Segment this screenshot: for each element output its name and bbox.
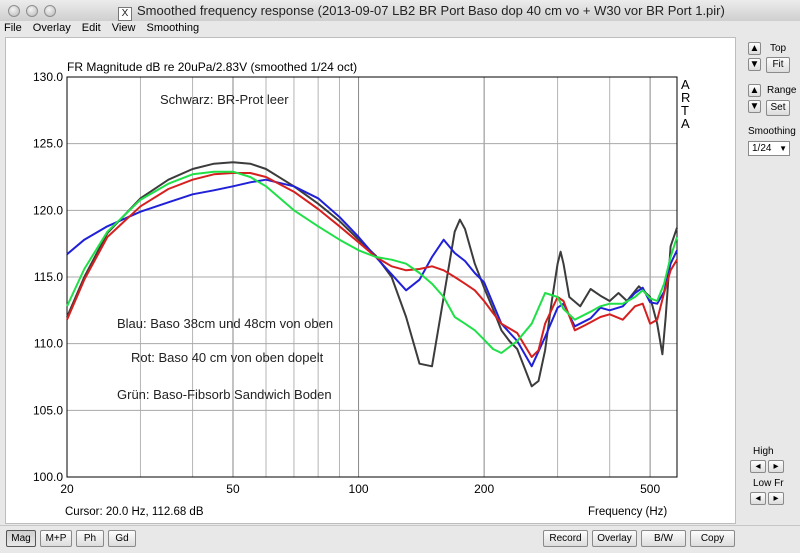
top-down-arrow-button[interactable]: ▼ — [748, 58, 761, 71]
cursor-readout: Cursor: 20.0 Hz, 112.68 dB — [65, 506, 204, 518]
y-tick-label: 100.0 — [33, 470, 63, 484]
zoom-window-button[interactable] — [44, 5, 56, 17]
fit-button[interactable]: Fit — [766, 57, 790, 73]
annotation-black: Schwarz: BR-Prot leer — [160, 92, 289, 107]
overlay-button[interactable]: Overlay — [592, 530, 637, 547]
menu-edit[interactable]: Edit — [81, 22, 101, 34]
bottom-toolbar: Mag M+P Ph Gd Record Overlay B/W Copy — [0, 525, 800, 553]
minimize-window-button[interactable] — [26, 5, 38, 17]
record-button[interactable]: Record — [543, 530, 588, 547]
chevron-down-icon: ▼ — [779, 144, 787, 153]
x-tick-label: 200 — [474, 482, 494, 496]
y-tick-label: 125.0 — [33, 137, 63, 151]
y-tick-label: 115.0 — [34, 270, 63, 284]
mag-phase-view-button[interactable]: M+P — [40, 530, 72, 547]
top-up-arrow-button[interactable]: ▲ — [748, 42, 761, 55]
arta-brand-a2: A — [681, 116, 690, 131]
annotation-green: Grün: Baso-Fibsorb Sandwich Boden — [117, 387, 332, 402]
grid — [66, 76, 677, 478]
frequency-response-plot[interactable]: 100.0 105.0 110.0 115.0 120.0 125.0 130.0 20 50… — [5, 37, 736, 524]
group-delay-view-button[interactable]: Gd — [108, 530, 136, 547]
plot-frame — [5, 37, 736, 524]
annotation-red: Rot: Baso 40 cm von oben dopelt — [131, 350, 324, 365]
menu-file[interactable]: File — [4, 22, 22, 34]
range-up-arrow-button[interactable]: ▲ — [748, 84, 761, 97]
window-controls — [8, 4, 62, 22]
arta-brand-t: T — [681, 103, 689, 118]
high-left-arrow-button[interactable]: ◂ — [750, 460, 766, 473]
mag-view-button[interactable]: Mag — [6, 530, 36, 547]
set-button[interactable]: Set — [766, 100, 790, 116]
series-black-line — [66, 161, 678, 388]
y-tick-labels: 100.0 105.0 110.0 115.0 120.0 125.0 130.0 — [33, 70, 63, 484]
right-control-panel: ▲ ▼ Top Fit ▲ ▼ Range Set Smoothing 1/24… — [738, 37, 800, 524]
y-tick-label: 120.0 — [33, 203, 63, 217]
top-label: Top — [770, 43, 787, 54]
arta-brand-a1: A — [681, 77, 690, 92]
phase-view-button[interactable]: Ph — [76, 530, 104, 547]
x-tick-label: 20 — [60, 482, 74, 496]
y-tick-label: 110.0 — [34, 337, 63, 351]
copy-button[interactable]: Copy — [690, 530, 735, 547]
menu-view[interactable]: View — [111, 22, 136, 34]
range-down-arrow-button[interactable]: ▼ — [748, 100, 761, 113]
range-label: Range — [767, 85, 797, 96]
series-green-line — [66, 170, 678, 354]
title-bar: X Smoothed frequency response (2013-09-07… — [0, 0, 800, 22]
close-window-button[interactable] — [8, 5, 20, 17]
high-label: High — [753, 446, 774, 457]
plot-area-border — [66, 76, 678, 478]
black-white-button[interactable]: B/W — [641, 530, 686, 547]
smoothing-label: Smoothing — [748, 126, 796, 137]
smoothing-select[interactable]: 1/24 ▼ — [748, 141, 790, 156]
arta-brand-r: R — [681, 90, 690, 105]
menu-smoothing[interactable]: Smoothing — [146, 22, 200, 34]
menu-bar: File Overlay Edit View Smoothing — [0, 21, 800, 37]
x-axis-label: Frequency (Hz) — [588, 506, 667, 518]
menu-overlay[interactable]: Overlay — [32, 22, 71, 34]
window-title-text: Smoothed frequency response (2013-09-07 … — [137, 3, 725, 18]
series-lines — [66, 161, 678, 388]
plot-header: FR Magnitude dB re 20uPa/2.83V (smoothed… — [67, 60, 357, 74]
low-fr-label: Low Fr — [753, 478, 784, 489]
annotation-blue: Blau: Baso 38cm und 48cm von oben — [117, 316, 333, 331]
x-tick-label: 500 — [640, 482, 660, 496]
x-tick-label: 50 — [226, 482, 240, 496]
x-tick-label: 100 — [349, 482, 369, 496]
y-tick-label: 130.0 — [33, 70, 63, 84]
lowfr-right-arrow-button[interactable]: ▸ — [768, 492, 784, 505]
x11-app-icon: X — [118, 7, 132, 21]
smoothing-select-value: 1/24 — [752, 143, 772, 154]
series-blue-line — [66, 178, 678, 368]
x-tick-labels: 20 50 100 200 500 — [60, 482, 660, 496]
window-title: X Smoothed frequency response (2013-09-07… — [118, 3, 725, 21]
lowfr-left-arrow-button[interactable]: ◂ — [750, 492, 766, 505]
high-right-arrow-button[interactable]: ▸ — [768, 460, 784, 473]
y-tick-label: 105.0 — [33, 403, 63, 417]
